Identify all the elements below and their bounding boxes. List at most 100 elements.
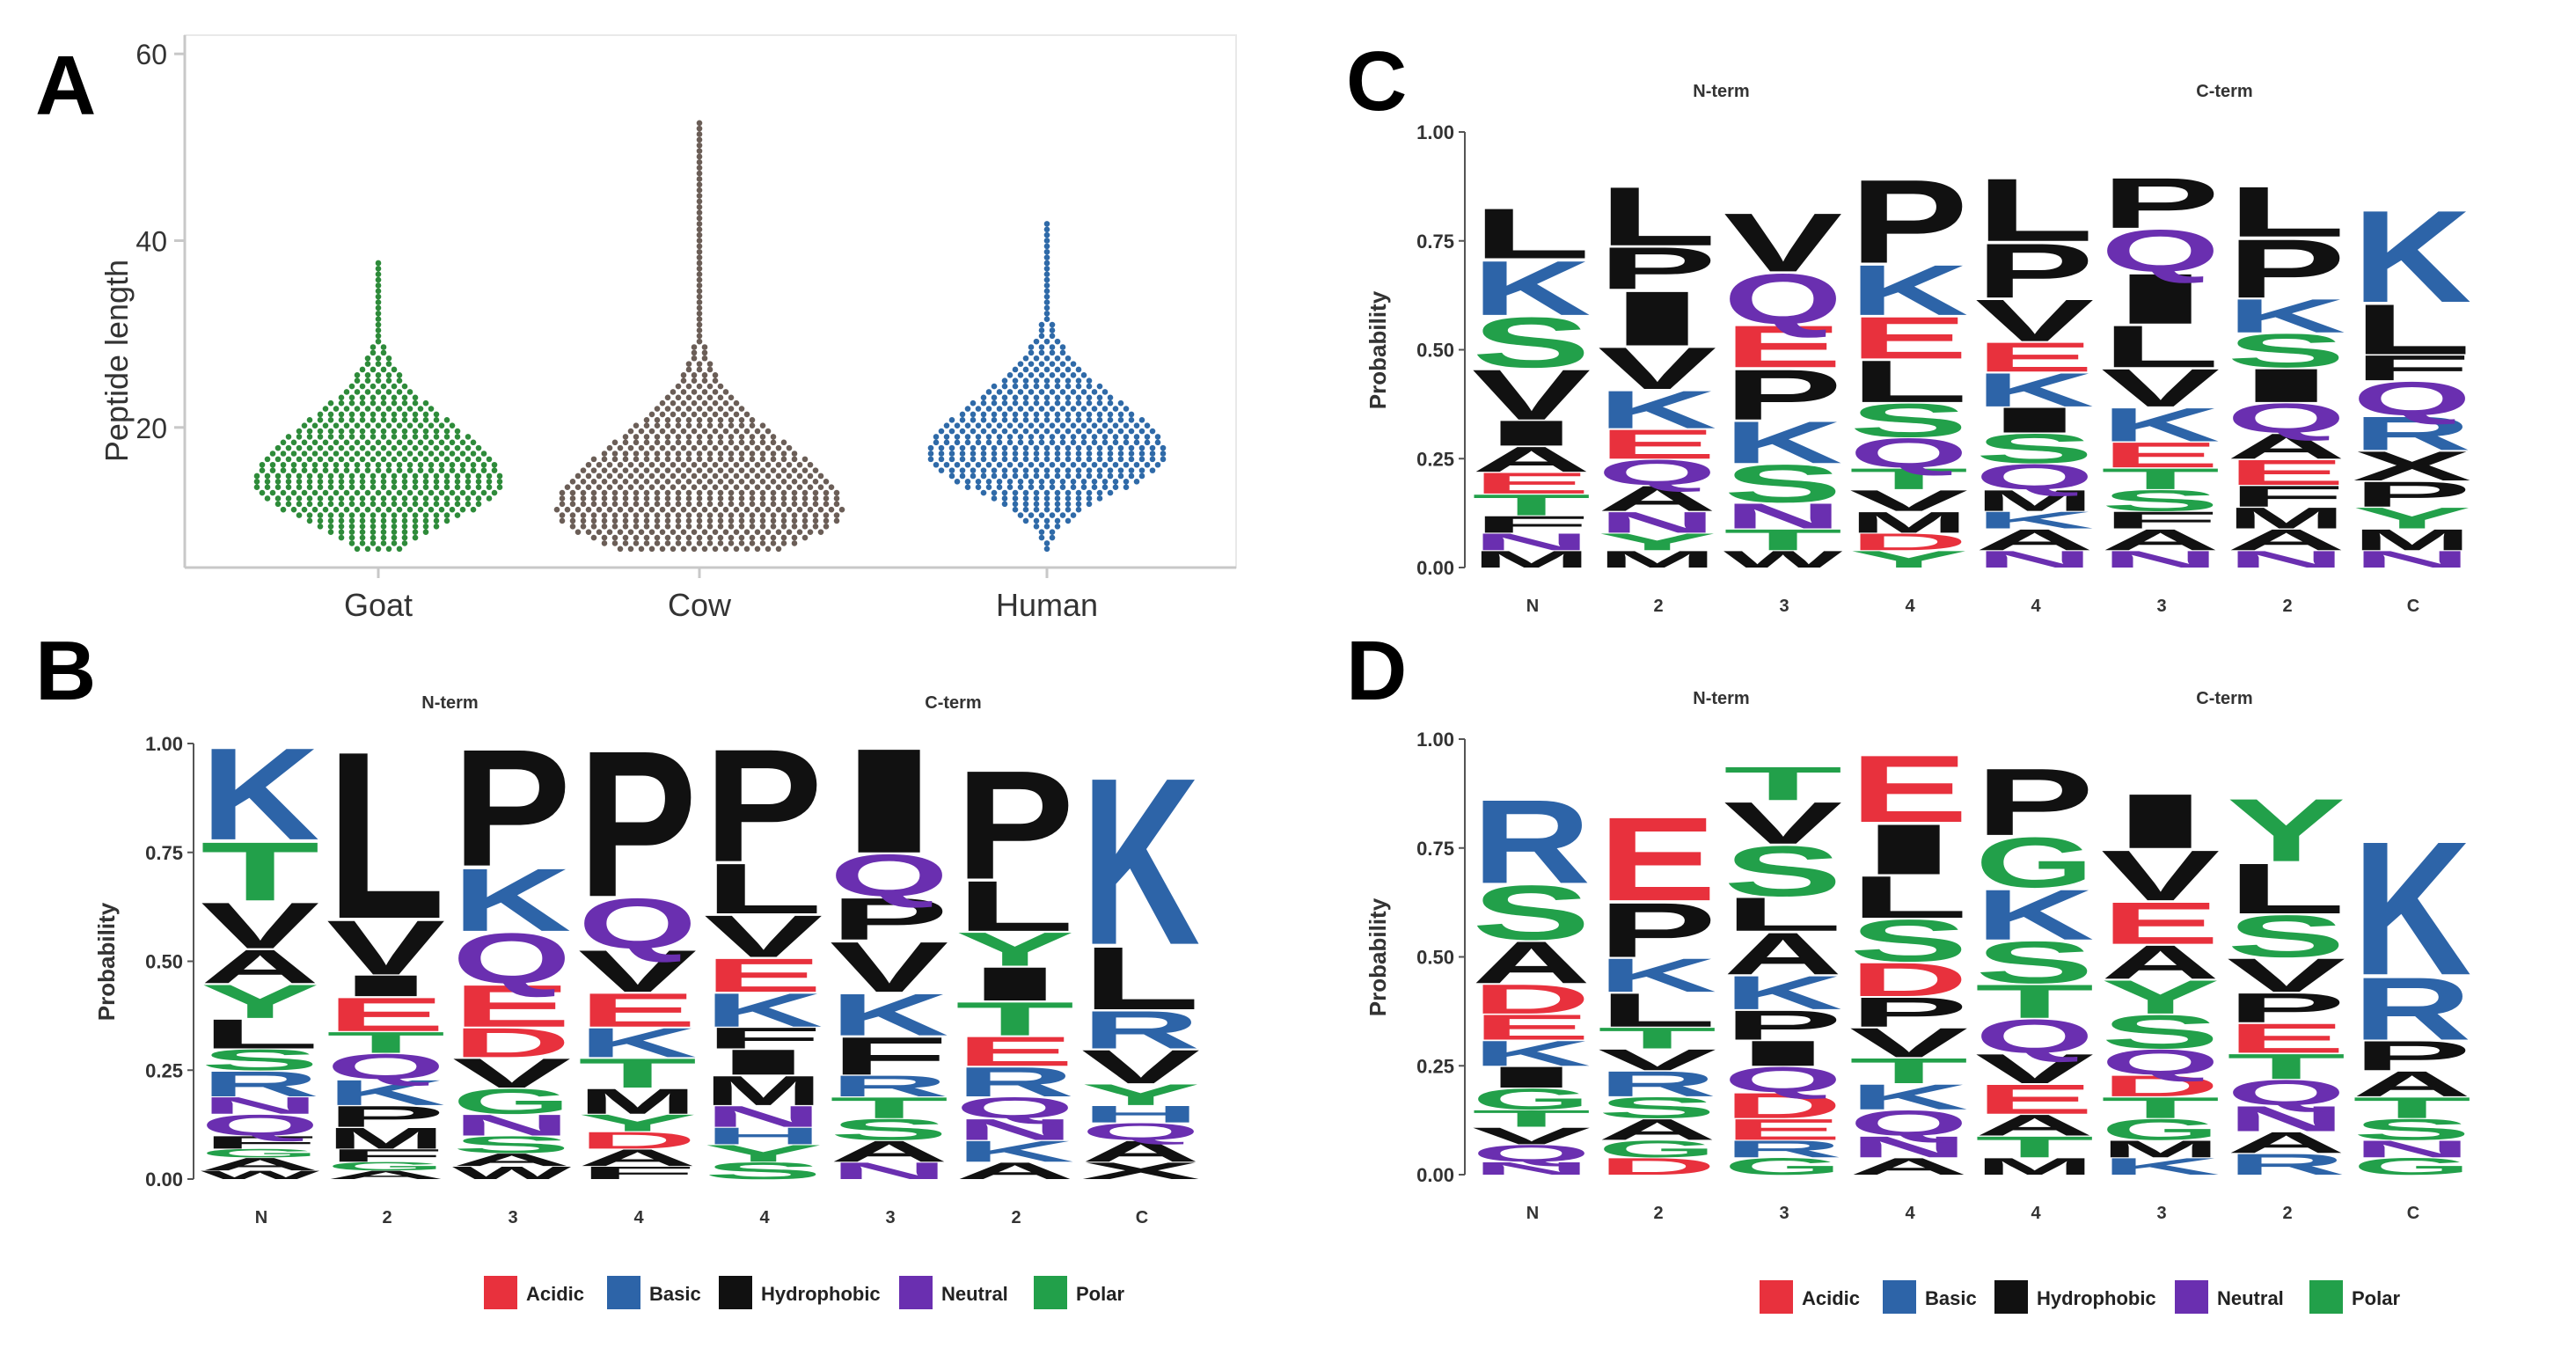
- logo-ylabel: Probability: [1365, 290, 1391, 409]
- panel-a-dot: [359, 399, 366, 407]
- panel-a-dot: [1080, 461, 1087, 468]
- panel-a-dot: [738, 479, 745, 485]
- panel-a-dot: [696, 321, 703, 328]
- logo-letter-D: D: [452, 1020, 571, 1066]
- panel-a-dot: [622, 534, 629, 541]
- logo-letter-M: M: [704, 1067, 823, 1114]
- panel-a-dot: [412, 517, 419, 524]
- panel-a-dot: [1075, 467, 1082, 473]
- panel-a-dot: [654, 495, 661, 502]
- panel-a-dot: [348, 512, 355, 518]
- panel-a-dot: [706, 434, 714, 440]
- panel-a-dot: [964, 479, 971, 485]
- panel-a-dot: [269, 467, 276, 473]
- panel-a-dot: [465, 484, 472, 491]
- panel-a-dot: [959, 428, 966, 435]
- panel-a-dot: [680, 506, 687, 513]
- panel-label-D: D: [1346, 624, 1407, 718]
- logo-letter-N: N: [830, 1158, 948, 1184]
- panel-a-dot: [770, 467, 777, 473]
- logo-letter-A: A: [1472, 440, 1591, 480]
- panel-a-dot: [1101, 406, 1109, 412]
- panel-a-dot: [412, 523, 419, 530]
- logo-letter-K: K: [2101, 398, 2220, 451]
- panel-a-dot: [333, 461, 340, 468]
- panel-a-dot: [364, 489, 371, 496]
- panel-a-dot: [706, 422, 714, 429]
- panel-a-dot: [1043, 276, 1050, 283]
- panel-a-dot: [370, 512, 377, 518]
- logo-group-title: C-term: [2196, 689, 2252, 708]
- panel-a-dot: [1043, 444, 1050, 451]
- panel-a-dot: [970, 456, 977, 463]
- panel-a-dot: [1033, 489, 1040, 496]
- panel-a-dot: [1144, 461, 1151, 468]
- panel-a-dot: [1001, 416, 1008, 423]
- panel-a-dot: [1059, 434, 1066, 440]
- panel-a-dot: [701, 399, 708, 407]
- logo-letter-G: G: [1598, 1136, 1716, 1162]
- panel-a-dot: [1075, 394, 1082, 401]
- panel-a-dot: [1054, 501, 1061, 508]
- logo-letter-K: K: [955, 1135, 1074, 1169]
- panel-a-dot: [749, 501, 756, 508]
- panel-a-dot: [1054, 456, 1061, 463]
- panel-a-ytick-label: 40: [135, 226, 167, 258]
- panel-a-dot: [1049, 333, 1056, 340]
- logo-letter-R: R: [1598, 1064, 1716, 1103]
- panel-a-dot: [675, 517, 682, 524]
- panel-a-dot: [722, 399, 729, 407]
- panel-a-dot: [1033, 467, 1040, 473]
- panel-a-dot: [486, 473, 493, 480]
- panel-a-dot: [601, 495, 608, 502]
- panel-a-dot: [706, 439, 714, 446]
- panel-a-dot: [564, 484, 571, 491]
- panel-a-dot: [311, 506, 318, 513]
- logo-letter-N: N: [2227, 1099, 2345, 1139]
- panel-a-dot: [754, 428, 761, 435]
- panel-a-dot: [696, 238, 703, 244]
- panel-a-dot: [1054, 489, 1061, 496]
- logo-position-label: 3: [2156, 597, 2166, 616]
- logo-letter-K: K: [1849, 1077, 1968, 1117]
- panel-a-dot: [1017, 479, 1024, 485]
- panel-a-dot: [743, 473, 750, 480]
- panel-a-dot: [680, 473, 687, 480]
- panel-a-dot: [938, 456, 945, 463]
- logo-position-label: 4: [633, 1208, 644, 1227]
- logo-letter-N: N: [2353, 1136, 2471, 1162]
- panel-a-dot: [391, 383, 398, 390]
- panel-a-dot: [327, 416, 334, 423]
- panel-a-dot: [1038, 333, 1045, 340]
- panel-a-dot: [343, 389, 350, 395]
- logo-letter-I: I: [704, 1043, 823, 1082]
- panel-a-dot: [643, 434, 650, 440]
- panel-a-dot: [422, 479, 429, 485]
- logo-position-label: 3: [1779, 597, 1789, 616]
- logo-letter-P: P: [955, 739, 1074, 912]
- panel-a-dot: [643, 512, 650, 518]
- panel-a-dot: [1054, 506, 1061, 513]
- panel-a-dot: [306, 444, 313, 451]
- panel-a-dot: [1043, 243, 1050, 250]
- panel-a-dot: [738, 439, 745, 446]
- panel-a-dot: [754, 529, 761, 535]
- panel-a-dot: [348, 517, 355, 524]
- panel-a-dot: [559, 517, 566, 524]
- panel-a-dot: [1138, 428, 1145, 435]
- panel-a-dot: [659, 461, 666, 468]
- logo-letter-P: P: [326, 1100, 445, 1133]
- panel-a-dot: [317, 484, 324, 491]
- logo-ytick-label: 1.00: [1416, 121, 1454, 143]
- panel-a-dot: [422, 434, 429, 440]
- logo-letter-Y: Y: [704, 1140, 823, 1167]
- panel-a-dot: [770, 456, 777, 463]
- panel-a-dot: [380, 411, 387, 418]
- panel-a-dot: [675, 416, 682, 423]
- panel-a-dot: [648, 473, 655, 480]
- panel-a-dot: [1043, 416, 1050, 423]
- panel-a-dot: [1022, 495, 1029, 502]
- panel-a-dot: [406, 389, 413, 395]
- panel-a-dot: [985, 479, 992, 485]
- panel-a-dot: [1033, 399, 1040, 407]
